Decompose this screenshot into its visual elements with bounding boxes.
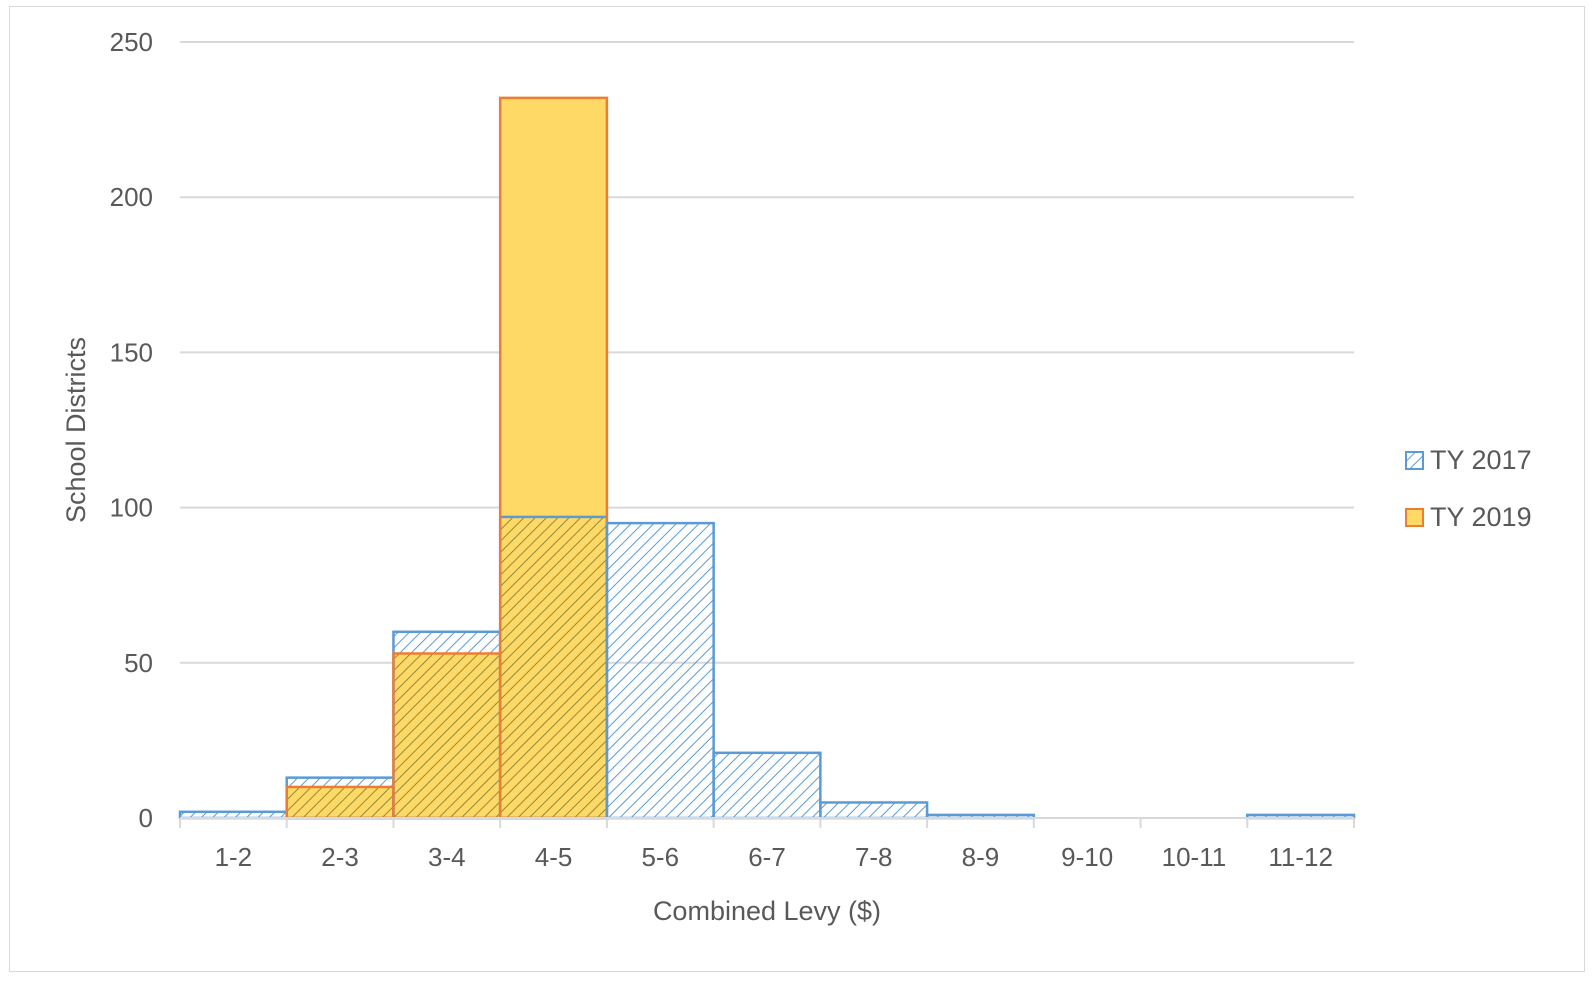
x-tick-label: 4-5 [535, 842, 573, 872]
chart-frame [9, 6, 1585, 972]
legend-swatch-ty2017-fill [1406, 452, 1423, 469]
bar-ty2017 [820, 802, 928, 818]
bar-ty2017 [606, 523, 714, 818]
y-tick-label: 50 [124, 648, 153, 678]
x-tick-label: 9-10 [1061, 842, 1113, 872]
axes: 0 50 100 150 200 250 1-2 2-3 3-4 4-5 5-6 6-7 7-8 8-9 9… [110, 27, 1355, 872]
y-axis-title: School Districts [61, 337, 91, 523]
y-tick-label: 100 [110, 493, 153, 523]
x-tick-label: 2-3 [321, 842, 359, 872]
gridlines [180, 41, 1354, 819]
bar-ty2017 [180, 811, 287, 818]
x-tick-label: 10-11 [1162, 842, 1227, 872]
legend-swatch-ty2019 [1405, 508, 1424, 527]
y-tick-label: 250 [110, 27, 153, 57]
x-tick-label: 5-6 [641, 842, 679, 872]
x-tick-label: 11-12 [1268, 842, 1333, 872]
bar-ty2017 [713, 752, 821, 818]
y-tick-label: 150 [110, 337, 153, 367]
legend-label: TY 2017 [1430, 445, 1532, 475]
x-tick-label: 3-4 [428, 842, 466, 872]
bar-overlap-hatch [393, 653, 501, 818]
x-axis-title: Combined Levy ($) [653, 896, 881, 926]
bar-overlap-hatch [500, 516, 607, 818]
legend-label: TY 2019 [1430, 502, 1532, 532]
bars [178, 96, 1356, 820]
legend-swatch-ty2017 [1405, 451, 1424, 470]
y-tick-label: 200 [110, 182, 153, 212]
bar-ty2017 [927, 814, 1034, 818]
x-tick-label: 1-2 [215, 842, 253, 872]
x-tick-label: 6-7 [748, 842, 786, 872]
x-tick-label: 7-8 [855, 842, 893, 872]
y-tick-label: 0 [139, 803, 153, 833]
bar-ty2017 [1247, 814, 1354, 818]
legend: TY 2017 TY 2019 [1405, 445, 1532, 532]
x-tick-label: 8-9 [962, 842, 1000, 872]
bar-overlap-hatch [286, 786, 394, 818]
